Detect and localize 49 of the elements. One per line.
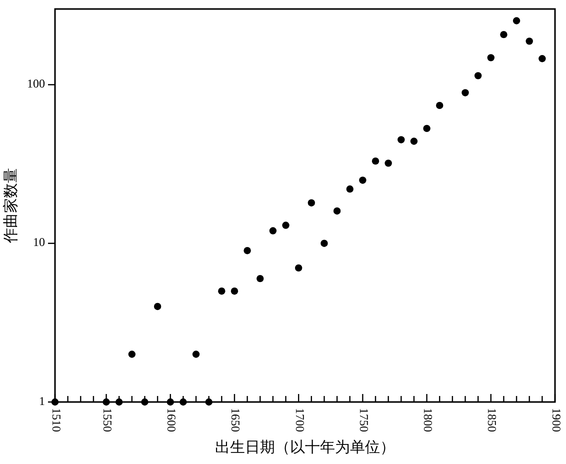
point [244, 247, 251, 254]
point [128, 350, 136, 358]
point [282, 222, 290, 229]
x-tick-label: 1750 [356, 408, 371, 432]
point [116, 398, 123, 406]
point [141, 398, 148, 406]
point [269, 227, 277, 234]
point [462, 89, 469, 96]
y-axis-title: 作曲家数量 [2, 168, 20, 244]
point [384, 160, 392, 167]
point [166, 398, 174, 406]
point [410, 138, 418, 145]
point [320, 240, 328, 247]
point [512, 17, 520, 24]
y-tick-label: 10 [33, 235, 45, 250]
y-tick-label: 1 [39, 394, 45, 408]
point [230, 288, 238, 295]
point [474, 72, 482, 80]
x-tick-label: 1900 [549, 408, 564, 432]
y-tick-label: 100 [27, 76, 45, 90]
x-tick-label: 1650 [228, 408, 243, 432]
x-tick-label: 1700 [292, 408, 307, 432]
x-tick-label: 1850 [485, 408, 500, 432]
point [333, 207, 341, 215]
point [218, 288, 226, 295]
x-axis-title: 出生日期（以十年为单位） [215, 439, 395, 456]
point [359, 176, 366, 184]
point [294, 264, 302, 272]
point [180, 398, 187, 406]
point [256, 274, 264, 282]
x-tick-label: 1550 [100, 408, 115, 432]
point [346, 185, 354, 193]
point [398, 136, 405, 144]
point [102, 398, 110, 406]
x-tick-label: 1600 [164, 408, 179, 432]
point [526, 38, 533, 45]
point [205, 398, 212, 406]
point [538, 55, 546, 62]
x-tick-label: 1800 [421, 408, 436, 432]
point [154, 302, 162, 310]
point [372, 157, 380, 165]
point [500, 30, 508, 38]
x-tick-label: 1510 [49, 408, 64, 432]
point [487, 54, 494, 62]
point [192, 350, 200, 358]
point [436, 102, 444, 110]
point [308, 199, 316, 206]
point [423, 124, 430, 132]
point [51, 398, 59, 406]
